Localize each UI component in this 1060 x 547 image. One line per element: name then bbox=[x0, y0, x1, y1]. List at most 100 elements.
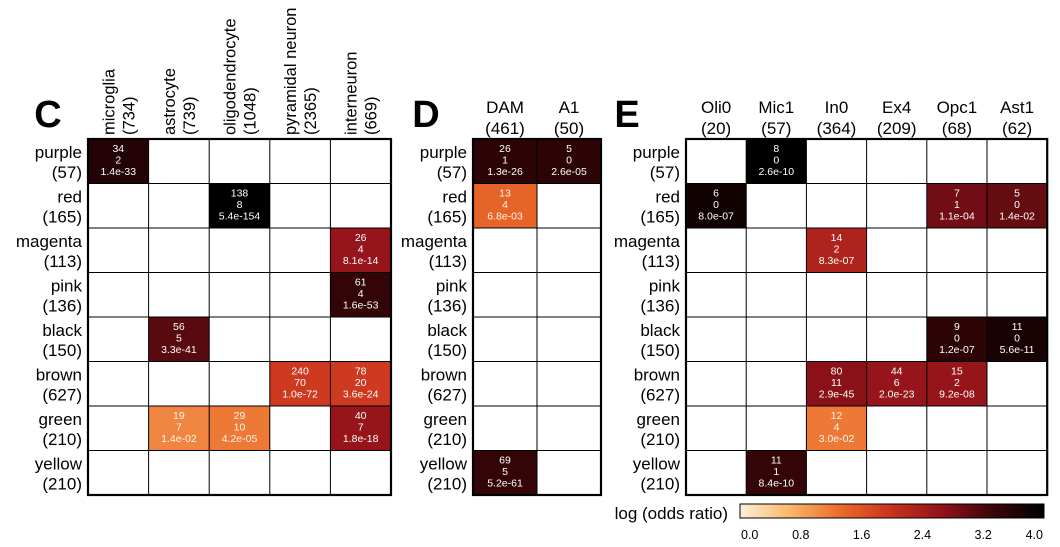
cell-pvalue-label: 1.0e-72 bbox=[282, 389, 318, 401]
cell-pvalue-label: 1.6e-53 bbox=[343, 300, 379, 312]
cell-fill bbox=[806, 406, 867, 451]
column-label: Ast1 (62) bbox=[1000, 98, 1034, 138]
panel-border bbox=[684, 137, 1049, 497]
column-label-name: oligodendrocyte bbox=[222, 19, 240, 136]
column-label-name: DAM bbox=[486, 98, 524, 117]
cell-overlap-label: 80 bbox=[831, 366, 843, 378]
row-label: green(210) bbox=[39, 410, 82, 449]
cell-fill bbox=[987, 183, 1048, 228]
colorbar-label: log (odds ratio) bbox=[615, 504, 728, 523]
column-label-name: Ast1 bbox=[1000, 98, 1034, 117]
row-label-count: (113) bbox=[429, 252, 467, 271]
cell-fill bbox=[209, 406, 270, 451]
grid-lines bbox=[686, 139, 1048, 495]
heatmap-cell: 501.4e-02 bbox=[987, 183, 1048, 228]
cell-overlap-label: 13 bbox=[499, 188, 511, 200]
column-label: A1 (50) bbox=[554, 98, 584, 138]
colorbar-tick-label: 2.4 bbox=[914, 528, 931, 542]
row-label-name: brown bbox=[634, 366, 680, 385]
cell-expected-label: 2 bbox=[115, 155, 121, 167]
column-label-count: (364) bbox=[817, 119, 857, 138]
cell-overlap-label: 8 bbox=[773, 143, 779, 155]
grid-lines bbox=[473, 139, 601, 495]
column-label: In0 (364) bbox=[817, 98, 857, 138]
row-label-count: (210) bbox=[640, 475, 680, 494]
row-label-count: (165) bbox=[427, 208, 467, 227]
column-label-name: pyramidal neuron bbox=[282, 8, 300, 136]
cell-pvalue-label: 5.2e-61 bbox=[487, 478, 523, 490]
cell-pvalue-label: 8.0e-07 bbox=[698, 211, 734, 223]
cell-fill bbox=[330, 272, 391, 317]
cell-fill bbox=[866, 361, 927, 406]
cell-fill bbox=[537, 139, 601, 184]
cell-expected-label: 7 bbox=[358, 422, 364, 434]
cell-overlap-label: 6 bbox=[713, 188, 719, 200]
row-label: yellow(210) bbox=[633, 455, 681, 494]
panel-border bbox=[86, 137, 393, 497]
row-label: pink(136) bbox=[640, 277, 680, 316]
heatmap-cell: 901.2e-07 bbox=[926, 317, 987, 362]
panel-letter: E bbox=[614, 94, 639, 136]
row-label-count: (627) bbox=[42, 386, 82, 405]
row-label: red(165) bbox=[427, 188, 467, 227]
column-label: microglia (734) bbox=[100, 68, 138, 135]
row-label: brown(627) bbox=[421, 366, 467, 405]
column-label-name: A1 bbox=[559, 98, 580, 117]
row-label-count: (150) bbox=[427, 341, 467, 360]
column-label-name: astrocyte bbox=[161, 68, 179, 135]
row-label: magenta(113) bbox=[401, 232, 468, 271]
column-label-count: (461) bbox=[485, 119, 525, 138]
row-label: pink(136) bbox=[42, 277, 82, 316]
row-label-count: (210) bbox=[640, 430, 680, 449]
cell-expected-label: 11 bbox=[831, 377, 842, 389]
colorbar: log (odds ratio) 0.0 0.8 1.6 2.4 3.2 4.0 bbox=[615, 503, 1045, 542]
row-label: brown(627) bbox=[36, 366, 82, 405]
row-label-name: purple bbox=[420, 143, 467, 162]
column-label-name: microglia bbox=[100, 68, 118, 135]
row-label-name: magenta bbox=[401, 232, 468, 251]
row-label-count: (57) bbox=[437, 163, 467, 182]
cell-overlap-label: 40 bbox=[355, 410, 367, 422]
cell-fill bbox=[806, 361, 867, 406]
cell-pvalue-label: 3.0e-02 bbox=[819, 433, 855, 445]
cell-expected-label: 0 bbox=[1014, 199, 1020, 211]
row-label: brown(627) bbox=[634, 366, 680, 405]
cell-fill bbox=[806, 228, 867, 273]
row-label: magenta(113) bbox=[614, 232, 681, 271]
cell-overlap-label: 14 bbox=[831, 232, 843, 244]
cell-overlap-label: 5 bbox=[566, 143, 572, 155]
cell-expected-label: 20 bbox=[355, 377, 367, 389]
column-label-name: Mic1 bbox=[758, 98, 794, 117]
cell-expected-label: 0 bbox=[773, 155, 779, 167]
row-label-count: (165) bbox=[42, 208, 82, 227]
row-label-count: (210) bbox=[42, 475, 82, 494]
panel-e: E802.6e-10608.0e-07711.1e-04501.4e-02142… bbox=[614, 94, 1049, 497]
column-label-name: Opc1 bbox=[937, 98, 978, 117]
row-label: red(165) bbox=[640, 188, 680, 227]
row-label-count: (57) bbox=[52, 163, 82, 182]
row-label: purple(57) bbox=[633, 143, 680, 182]
cell-expected-label: 5 bbox=[176, 333, 182, 345]
row-label: black(150) bbox=[427, 321, 467, 360]
cell-overlap-label: 9 bbox=[954, 321, 960, 333]
cell-expected-label: 0 bbox=[566, 155, 572, 167]
cell-overlap-label: 12 bbox=[831, 410, 843, 422]
row-label-count: (627) bbox=[640, 386, 680, 405]
cell-pvalue-label: 1.2e-07 bbox=[939, 344, 975, 356]
row-label-name: red bbox=[57, 188, 82, 207]
cell-expected-label: 2 bbox=[834, 244, 840, 256]
column-label-count: (62) bbox=[1002, 119, 1032, 138]
heatmap-cell: 502.6e-05 bbox=[537, 139, 601, 184]
row-label: yellow(210) bbox=[420, 455, 468, 494]
cell-pvalue-label: 5.6e-11 bbox=[1000, 344, 1035, 356]
cell-expected-label: 4 bbox=[358, 288, 364, 300]
column-label-count: (68) bbox=[942, 119, 972, 138]
